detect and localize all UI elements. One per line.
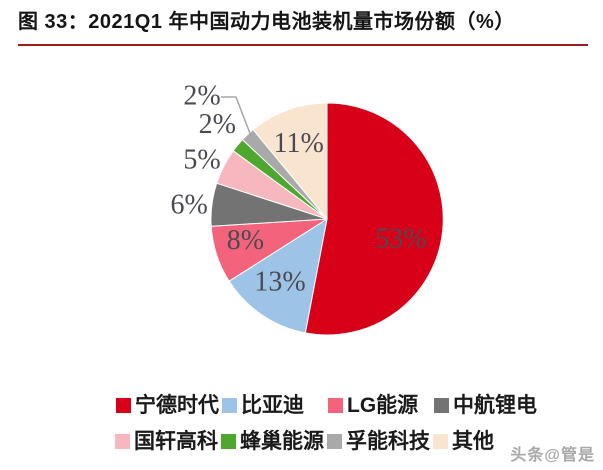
slice-label-7: 11% <box>274 128 324 159</box>
pie-slice-0 <box>304 102 444 336</box>
legend-label-lg: LG能源 <box>347 393 419 417</box>
legend-row-1: 宁德时代 比亚迪 LG能源 中航锂电 <box>116 393 603 417</box>
legend-label-others: 其他 <box>452 429 494 453</box>
legend-swatch-farasis <box>327 433 342 449</box>
legend-label-calb: 中航锂电 <box>453 393 537 417</box>
legend-swatch-catl <box>116 397 131 413</box>
chart-legend: 宁德时代 比亚迪 LG能源 中航锂电 国轩高科 蜂巢能源 <box>0 393 603 465</box>
legend-item-byd: 比亚迪 <box>222 395 328 416</box>
pie-slice-7 <box>252 102 328 221</box>
legend-swatch-byd <box>222 397 237 413</box>
slice-label-1: 13% <box>254 267 305 298</box>
legend-item-lg: LG能源 <box>328 395 434 416</box>
legend-item-gotion: 国轩高科 <box>115 431 221 452</box>
legend-row-2: 国轩高科 蜂巢能源 孚能科技 其他 <box>115 429 603 453</box>
pie-slice-1 <box>228 217 328 334</box>
legend-swatch-gotion <box>115 433 130 449</box>
legend-label-byd: 比亚迪 <box>241 393 304 417</box>
legend-item-others: 其他 <box>433 431 494 452</box>
legend-label-gotion: 国轩高科 <box>134 429 218 453</box>
title-rule <box>18 44 588 46</box>
leader-line <box>221 96 252 137</box>
slice-label-4: 5% <box>183 144 220 175</box>
slice-label-6: 2% <box>183 81 220 112</box>
slice-label-0: 53% <box>375 224 426 255</box>
legend-item-farasis: 孚能科技 <box>327 431 433 452</box>
legend-swatch-svolt <box>221 433 236 449</box>
legend-swatch-lg <box>328 397 343 413</box>
watermark: 头条@管是 <box>510 447 595 464</box>
legend-label-farasis: 孚能科技 <box>346 429 430 453</box>
slice-label-2: 8% <box>227 225 264 256</box>
slice-label-5: 2% <box>199 109 236 140</box>
page-title: 图 33：2021Q1 年中国动力电池装机量市场份额（%） <box>18 11 515 33</box>
legend-swatch-calb <box>434 397 449 413</box>
legend-item-calb: 中航锂电 <box>434 395 537 416</box>
legend-item-catl: 宁德时代 <box>116 395 222 416</box>
legend-label-catl: 宁德时代 <box>135 393 219 417</box>
legend-item-svolt: 蜂巢能源 <box>221 431 327 452</box>
legend-label-svolt: 蜂巢能源 <box>240 429 324 453</box>
slice-label-3: 6% <box>171 189 208 220</box>
legend-swatch-others <box>433 433 448 449</box>
